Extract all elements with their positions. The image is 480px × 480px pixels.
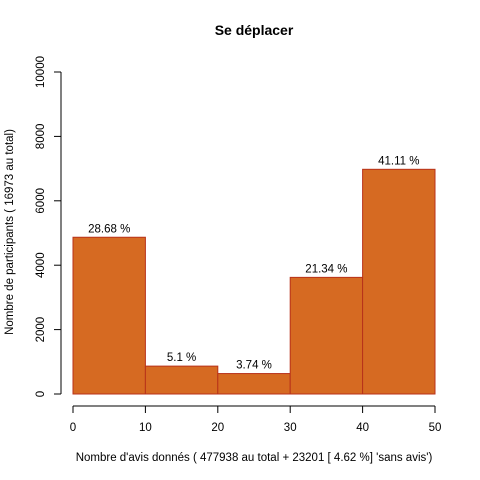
bar-0-10 bbox=[72, 236, 146, 395]
bar-30-40 bbox=[289, 276, 364, 395]
bar-value-label: 21.34 % bbox=[305, 263, 347, 275]
x-tick-label: 0 bbox=[70, 422, 76, 434]
x-axis-label: Nombre d'avis donnés ( 477938 au total +… bbox=[76, 452, 433, 464]
y-tick-label: 10000 bbox=[35, 56, 47, 88]
y-axis: 0 2000 4000 6000 8000 10000 bbox=[35, 56, 62, 397]
bar-value-label: 28.68 % bbox=[88, 223, 130, 235]
y-tick-label: 2000 bbox=[35, 317, 47, 343]
bar-labels-layer: 28.68 % 5.1 % 3.74 % 21.34 % 41.11 % bbox=[88, 155, 419, 371]
y-tick-label: 4000 bbox=[35, 252, 47, 278]
x-tick-label: 10 bbox=[139, 422, 152, 434]
x-tick-label: 30 bbox=[284, 422, 297, 434]
bar-value-label: 41.11 % bbox=[378, 155, 419, 167]
y-tick-label: 0 bbox=[35, 391, 47, 397]
y-tick-label: 6000 bbox=[35, 188, 47, 214]
x-tick-label: 40 bbox=[356, 422, 369, 434]
bar-20-30 bbox=[217, 373, 291, 395]
bars-layer bbox=[72, 168, 436, 395]
bar-40-50 bbox=[362, 168, 436, 395]
y-tick-label: 8000 bbox=[35, 124, 47, 150]
x-tick-label: 50 bbox=[429, 422, 442, 434]
y-axis-label: Nombre de participants ( 16973 au total) bbox=[4, 129, 16, 335]
x-tick-label: 20 bbox=[211, 422, 224, 434]
bar-10-20 bbox=[144, 365, 219, 395]
x-axis: 0 10 20 30 40 50 bbox=[70, 405, 442, 434]
bar-value-label: 5.1 % bbox=[167, 352, 196, 364]
bar-value-label: 3.74 % bbox=[236, 360, 272, 372]
chart-title: Se déplacer bbox=[215, 22, 294, 38]
